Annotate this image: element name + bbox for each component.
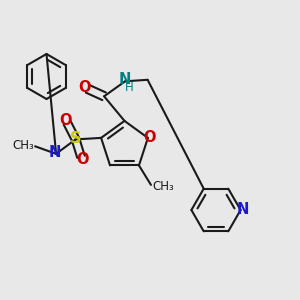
Text: O: O	[59, 113, 72, 128]
Text: N: N	[119, 72, 131, 87]
Text: O: O	[78, 80, 91, 94]
Text: S: S	[70, 131, 81, 146]
Text: N: N	[49, 145, 61, 160]
Text: CH₃: CH₃	[152, 180, 174, 193]
Text: CH₃: CH₃	[13, 139, 34, 152]
Text: N: N	[236, 202, 249, 217]
Text: O: O	[76, 152, 89, 167]
Text: H: H	[125, 81, 134, 94]
Text: O: O	[143, 130, 155, 145]
